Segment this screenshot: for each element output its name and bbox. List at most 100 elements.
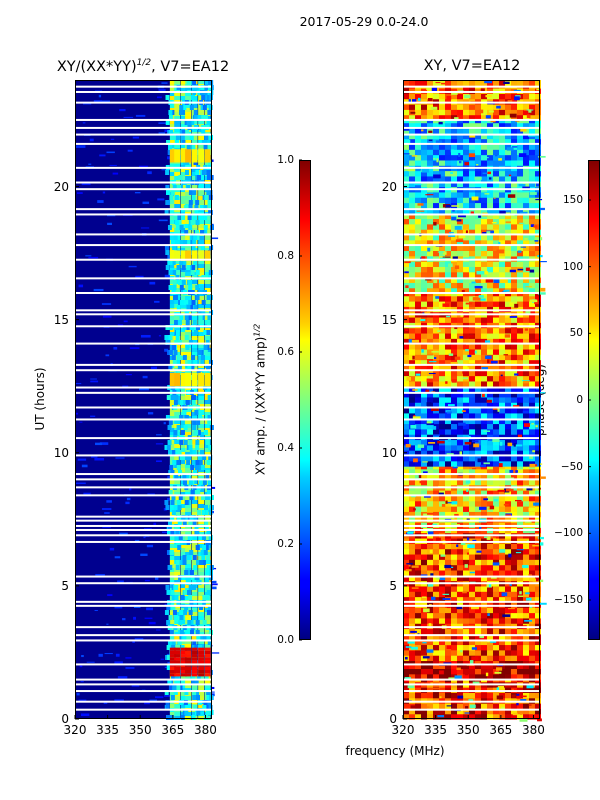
phase-cell: [451, 564, 457, 571]
amp-diffuse-cell: [171, 640, 176, 645]
amp-background-speckle: [176, 295, 185, 298]
phase-cell: [421, 380, 427, 387]
phase-cell: [439, 143, 445, 150]
phase-cell: [511, 122, 517, 129]
amp-channel-cell: [198, 444, 205, 448]
phase-cell: [439, 412, 445, 419]
amp-diffuse-cell: [168, 285, 173, 290]
phase-cell: [475, 391, 481, 398]
phase-cell: [511, 175, 517, 182]
amp-diffuse-cell: [184, 170, 189, 175]
amp-burst-cell: [204, 650, 211, 655]
phase-cell: [433, 428, 439, 435]
phase-cell: [427, 133, 433, 140]
phase-cell: [463, 295, 469, 302]
amp-channel-cell: [180, 704, 187, 708]
amp-channel-cell: [174, 288, 181, 292]
phase-cell: [451, 434, 457, 441]
amp-diffuse-cell: [203, 115, 208, 120]
phase-cell: [415, 423, 421, 430]
phase-cell: [463, 585, 469, 592]
phase-cell: [439, 553, 445, 560]
amp-channel-cell: [169, 336, 176, 340]
phase-cell: [457, 271, 463, 278]
phase-cell: [463, 495, 469, 502]
amp-channel-cell: [185, 296, 192, 300]
phase-cell: [439, 386, 445, 393]
phase-cell: [487, 380, 493, 387]
phase-cell: [487, 138, 493, 145]
phase-cell: [475, 143, 481, 150]
phase-cell: [475, 633, 481, 640]
amp-diffuse-cell: [177, 185, 182, 190]
phase-cell: [523, 521, 529, 528]
phase-cell: [481, 468, 487, 475]
phase-cell: [421, 332, 427, 339]
phase-cell: [529, 255, 535, 262]
phase-cell: [415, 295, 421, 302]
phase-cell: [415, 673, 421, 680]
amp-diffuse-cell: [208, 190, 213, 195]
phase-cell: [427, 375, 433, 382]
phase-cell: [529, 143, 535, 150]
phase-cell: [427, 617, 433, 624]
amp-channel-cell: [180, 464, 187, 468]
phase-cell: [427, 327, 433, 334]
phase-cell: [445, 370, 451, 377]
amp-data-gap: [75, 188, 212, 191]
phase-cell: [535, 713, 541, 720]
amp-channel-cell: [204, 444, 211, 448]
amp-diffuse-cell: [180, 595, 185, 600]
phase-cell: [475, 639, 481, 646]
phase-cell: [529, 359, 535, 366]
amp-diffuse-cell: [165, 325, 170, 330]
amp-diffuse-cell: [191, 145, 196, 150]
amp-channel-cell: [174, 492, 181, 496]
amp-diffuse-cell: [180, 135, 185, 140]
phase-cell: [445, 354, 451, 361]
phase-cell: [439, 332, 445, 339]
amp-diffuse-cell: [189, 450, 194, 455]
phase-cell: [481, 300, 487, 307]
amp-diffuse-cell: [208, 455, 213, 460]
phase-cell: [451, 687, 457, 693]
amp-diffuse-cell: [165, 415, 170, 420]
phase-cell: [499, 300, 505, 307]
phase-cell: [427, 553, 433, 560]
amp-channel-cell: [198, 596, 205, 600]
phase-cell: [433, 479, 439, 486]
phase-cell: [445, 239, 451, 246]
phase-cell: [463, 316, 469, 323]
phase-cell: [415, 266, 421, 273]
phase-cell: [475, 468, 481, 475]
phase-cell: [475, 663, 481, 670]
amp-data-gap: [75, 454, 212, 457]
phase-cell: [499, 474, 505, 480]
phase-cell: [487, 655, 493, 662]
amp-diffuse-cell: [205, 470, 210, 475]
amp-diffuse-cell: [196, 430, 201, 435]
phase-cell: [475, 644, 481, 651]
phase-cell: [439, 548, 445, 555]
phase-cell: [505, 418, 511, 425]
amp-channel-cell: [174, 240, 181, 244]
phase-cell: [415, 229, 421, 236]
phase-cell: [457, 122, 463, 129]
phase-cell: [451, 649, 457, 656]
amp-channel-cell: [198, 140, 205, 144]
phase-cell: [493, 380, 499, 387]
phase-cell: [409, 713, 415, 720]
phase-cell: [505, 591, 511, 598]
amp-diffuse-cell: [188, 300, 193, 305]
amp-diffuse-cell: [168, 350, 173, 355]
phase-cell: [403, 591, 409, 598]
phase-cell: [535, 585, 541, 592]
phase-cell: [415, 138, 421, 145]
amp-channel-cell: [204, 620, 211, 624]
amp-data-gap: [75, 700, 212, 703]
amp-channel-cell: [191, 684, 198, 688]
phase-cell: [433, 697, 439, 704]
phase-cell: [439, 649, 445, 656]
amp-burst-cell: [180, 670, 187, 674]
amp-diffuse-cell: [196, 420, 201, 425]
